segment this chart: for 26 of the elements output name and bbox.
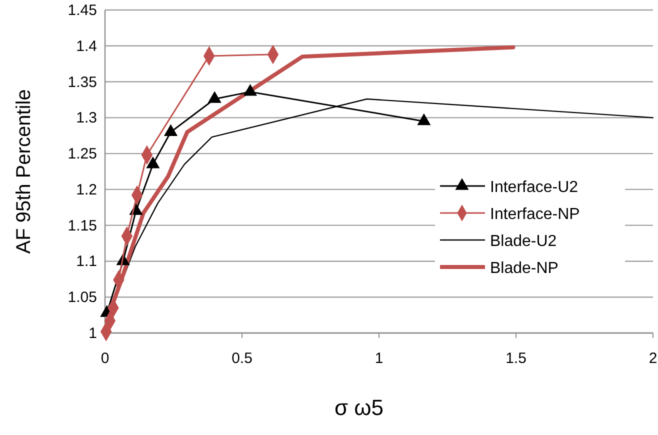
legend-label: Interface-NP (490, 206, 580, 223)
y-tick-label: 1.15 (68, 217, 97, 234)
y-tick-label: 1 (88, 325, 97, 342)
legend-label: Blade-U2 (490, 233, 557, 250)
y-tick-label: 1.4 (76, 38, 97, 55)
x-tick-label: 1.5 (506, 350, 526, 367)
y-tick-label: 1.35 (68, 74, 97, 91)
x-tick-label: 2 (648, 350, 658, 367)
y-tick-label: 1.25 (68, 146, 97, 163)
y-tick-label: 1.05 (68, 289, 97, 306)
point (208, 91, 222, 103)
y-tick-label: 1.2 (76, 181, 97, 198)
point (417, 113, 431, 126)
point (243, 84, 258, 96)
y-tick-label: 1.3 (76, 110, 97, 127)
x-axis-title: σ ω5 (334, 395, 384, 420)
legend-label: Interface-U2 (490, 179, 578, 196)
point (146, 156, 160, 168)
x-tick-label: 0.5 (232, 350, 252, 367)
y-tick-label: 1.45 (68, 2, 97, 19)
x-tick-label: 0 (100, 350, 110, 367)
y-axis-title: AF 95th Percentile (13, 89, 35, 254)
y-tick-label: 1.1 (76, 253, 97, 270)
legend-label: Blade-NP (490, 260, 558, 277)
x-tick-label: 1 (374, 350, 384, 367)
point (164, 124, 178, 136)
